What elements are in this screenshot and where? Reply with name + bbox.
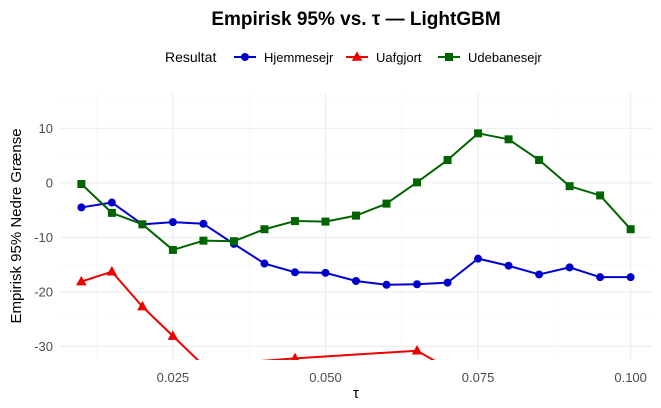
data-point [107, 208, 116, 217]
data-point [535, 270, 544, 279]
y-tick-label: 0 [46, 175, 53, 190]
legend-item-uafgjort: Uafgjort [346, 50, 422, 65]
data-point [535, 156, 544, 165]
data-point [443, 278, 452, 287]
data-point [321, 268, 330, 277]
y-tick-label: 10 [39, 121, 53, 136]
x-tick-label: 0.050 [309, 370, 342, 385]
legend-label: Uafgjort [376, 50, 422, 65]
data-point [77, 203, 86, 212]
data-point [474, 129, 483, 138]
data-point [137, 300, 148, 311]
data-point [442, 362, 453, 372]
data-point [504, 261, 513, 270]
y-tick-label: -20 [34, 284, 53, 299]
data-point [168, 218, 177, 227]
series-line [81, 270, 436, 360]
x-tick-label: 0.100 [614, 370, 647, 385]
data-point [445, 53, 453, 61]
legend-item-udebanesejr: Udebanesejr [438, 50, 542, 65]
y-axis-ticks: -30 -20 -10 0 10 [34, 121, 53, 354]
series-uafgjort [76, 266, 453, 372]
data-point [241, 53, 249, 61]
data-point [290, 268, 299, 277]
data-point [352, 211, 360, 220]
data-point [290, 217, 299, 226]
data-point [77, 179, 86, 188]
data-point [382, 280, 391, 289]
x-tick-label: 0.075 [462, 370, 495, 385]
data-point [229, 237, 238, 246]
data-point [443, 156, 452, 165]
grid [60, 93, 652, 360]
data-point [565, 263, 574, 272]
legend-label: Hjemmesejr [264, 50, 334, 65]
data-point [260, 259, 269, 268]
data-point [168, 245, 177, 254]
data-point [504, 135, 513, 144]
data-point [413, 280, 422, 289]
legend-label: Udebanesejr [468, 50, 542, 65]
data-point [474, 254, 483, 263]
data-point [321, 217, 330, 226]
y-tick-label: -30 [34, 339, 53, 354]
x-axis-ticks: 0.025 0.050 0.075 0.100 [157, 370, 647, 385]
data-point [411, 345, 423, 355]
data-point [596, 273, 605, 282]
x-axis-label: τ [353, 385, 359, 402]
series-line [80, 132, 632, 251]
series-udebanesejr [77, 129, 635, 254]
data-point [203, 359, 204, 360]
data-point [626, 225, 635, 234]
data-point [107, 198, 116, 207]
data-point [106, 266, 118, 276]
data-point [413, 178, 422, 187]
data-point [352, 276, 360, 285]
data-point [290, 352, 300, 360]
data-point [351, 51, 363, 61]
chart-title: Empirisk 95% vs. τ — LightGBM [211, 9, 500, 30]
data-point [199, 236, 208, 245]
data-point [382, 199, 391, 208]
y-tick-label: -10 [34, 230, 53, 245]
data-point [199, 219, 208, 228]
data-point [260, 225, 269, 234]
data-point [626, 273, 635, 282]
series-hjemmesejr [77, 198, 635, 289]
legend-item-hjemmesejr: Hjemmesejr [234, 50, 334, 65]
data-point [138, 220, 147, 229]
legend-title: Resultat [165, 49, 216, 65]
y-axis-label: Empirisk 95% Nedre Grænse [8, 128, 25, 323]
data-point [167, 330, 179, 340]
data-point [596, 191, 605, 200]
plot-area [76, 129, 635, 372]
data-point [76, 275, 87, 286]
legend: Resultat Hjemmesejr Uafgjort Udebanesejr [165, 49, 542, 65]
x-tick-label: 0.025 [157, 370, 190, 385]
data-point [565, 182, 574, 191]
